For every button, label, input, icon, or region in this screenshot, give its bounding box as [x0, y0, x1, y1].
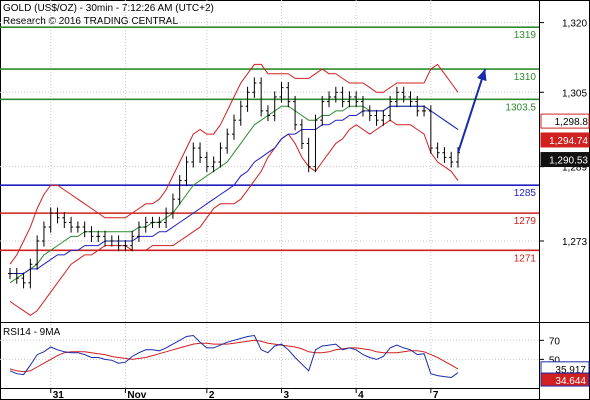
rsi-tick-label: 70 [549, 336, 561, 347]
price-series [8, 77, 460, 289]
price-tags: 1,298.8 1,294.74 1,290.53 [540, 113, 590, 168]
rsi-value-tag-box [540, 372, 590, 387]
level-label: 1279 [514, 216, 537, 227]
rsi-ma-line [9, 339, 459, 373]
chart-title: GOLD (US$/OZ) - 30min - 7:12:26 AM (UTC+… [3, 3, 214, 14]
price-tag-label: 1,290.53 [549, 156, 588, 167]
price-tick-label: 1,273 [562, 237, 587, 248]
chart-credit: Research © 2016 TRADING CENTRAL [3, 16, 178, 27]
rsi-tick-label: 50 [549, 355, 561, 366]
price-tick-label: 1,305 [562, 88, 587, 99]
price-tag-box [540, 113, 590, 129]
forecast-arrow [457, 68, 487, 154]
price-tag-box [540, 152, 590, 168]
level-label: 1319 [514, 30, 537, 41]
price-tick-label: 1,320 [562, 19, 587, 30]
level-label: 1303.5 [505, 102, 536, 113]
price-tick-label: 1,289 [562, 163, 587, 174]
price-tag-label: 1,298.8 [555, 117, 589, 128]
price-tag-box [540, 132, 590, 148]
price-tag-label: 1,294.74 [549, 136, 588, 147]
level-label: 1285 [514, 188, 537, 199]
time-tick-label: 4 [358, 390, 364, 400]
bollinger-upper-line [9, 63, 459, 265]
rsi-line [9, 334, 459, 379]
time-axis: 31 Nov 2 3 4 7 [50, 388, 439, 400]
rsi-value-tag-label: 35.917 [555, 365, 586, 376]
support-resistance-levels: 1319 1310 1303.5 1285 1279 1271 [0, 26, 539, 264]
level-label: 1271 [514, 253, 537, 264]
time-tick-label: 2 [209, 390, 215, 400]
time-tick-label: 7 [433, 390, 439, 400]
time-tick-label: 31 [53, 390, 65, 400]
forecast-arrow-shaft [457, 68, 487, 154]
level-label: 1310 [514, 72, 537, 83]
forecast-arrow-head [476, 69, 487, 82]
time-tick-label: 3 [284, 390, 290, 400]
rsi-title: RSI14 - 9MA [3, 327, 61, 338]
time-tick-label: Nov [127, 390, 146, 400]
rsi-value-tag-label: 34.644 [555, 376, 586, 387]
